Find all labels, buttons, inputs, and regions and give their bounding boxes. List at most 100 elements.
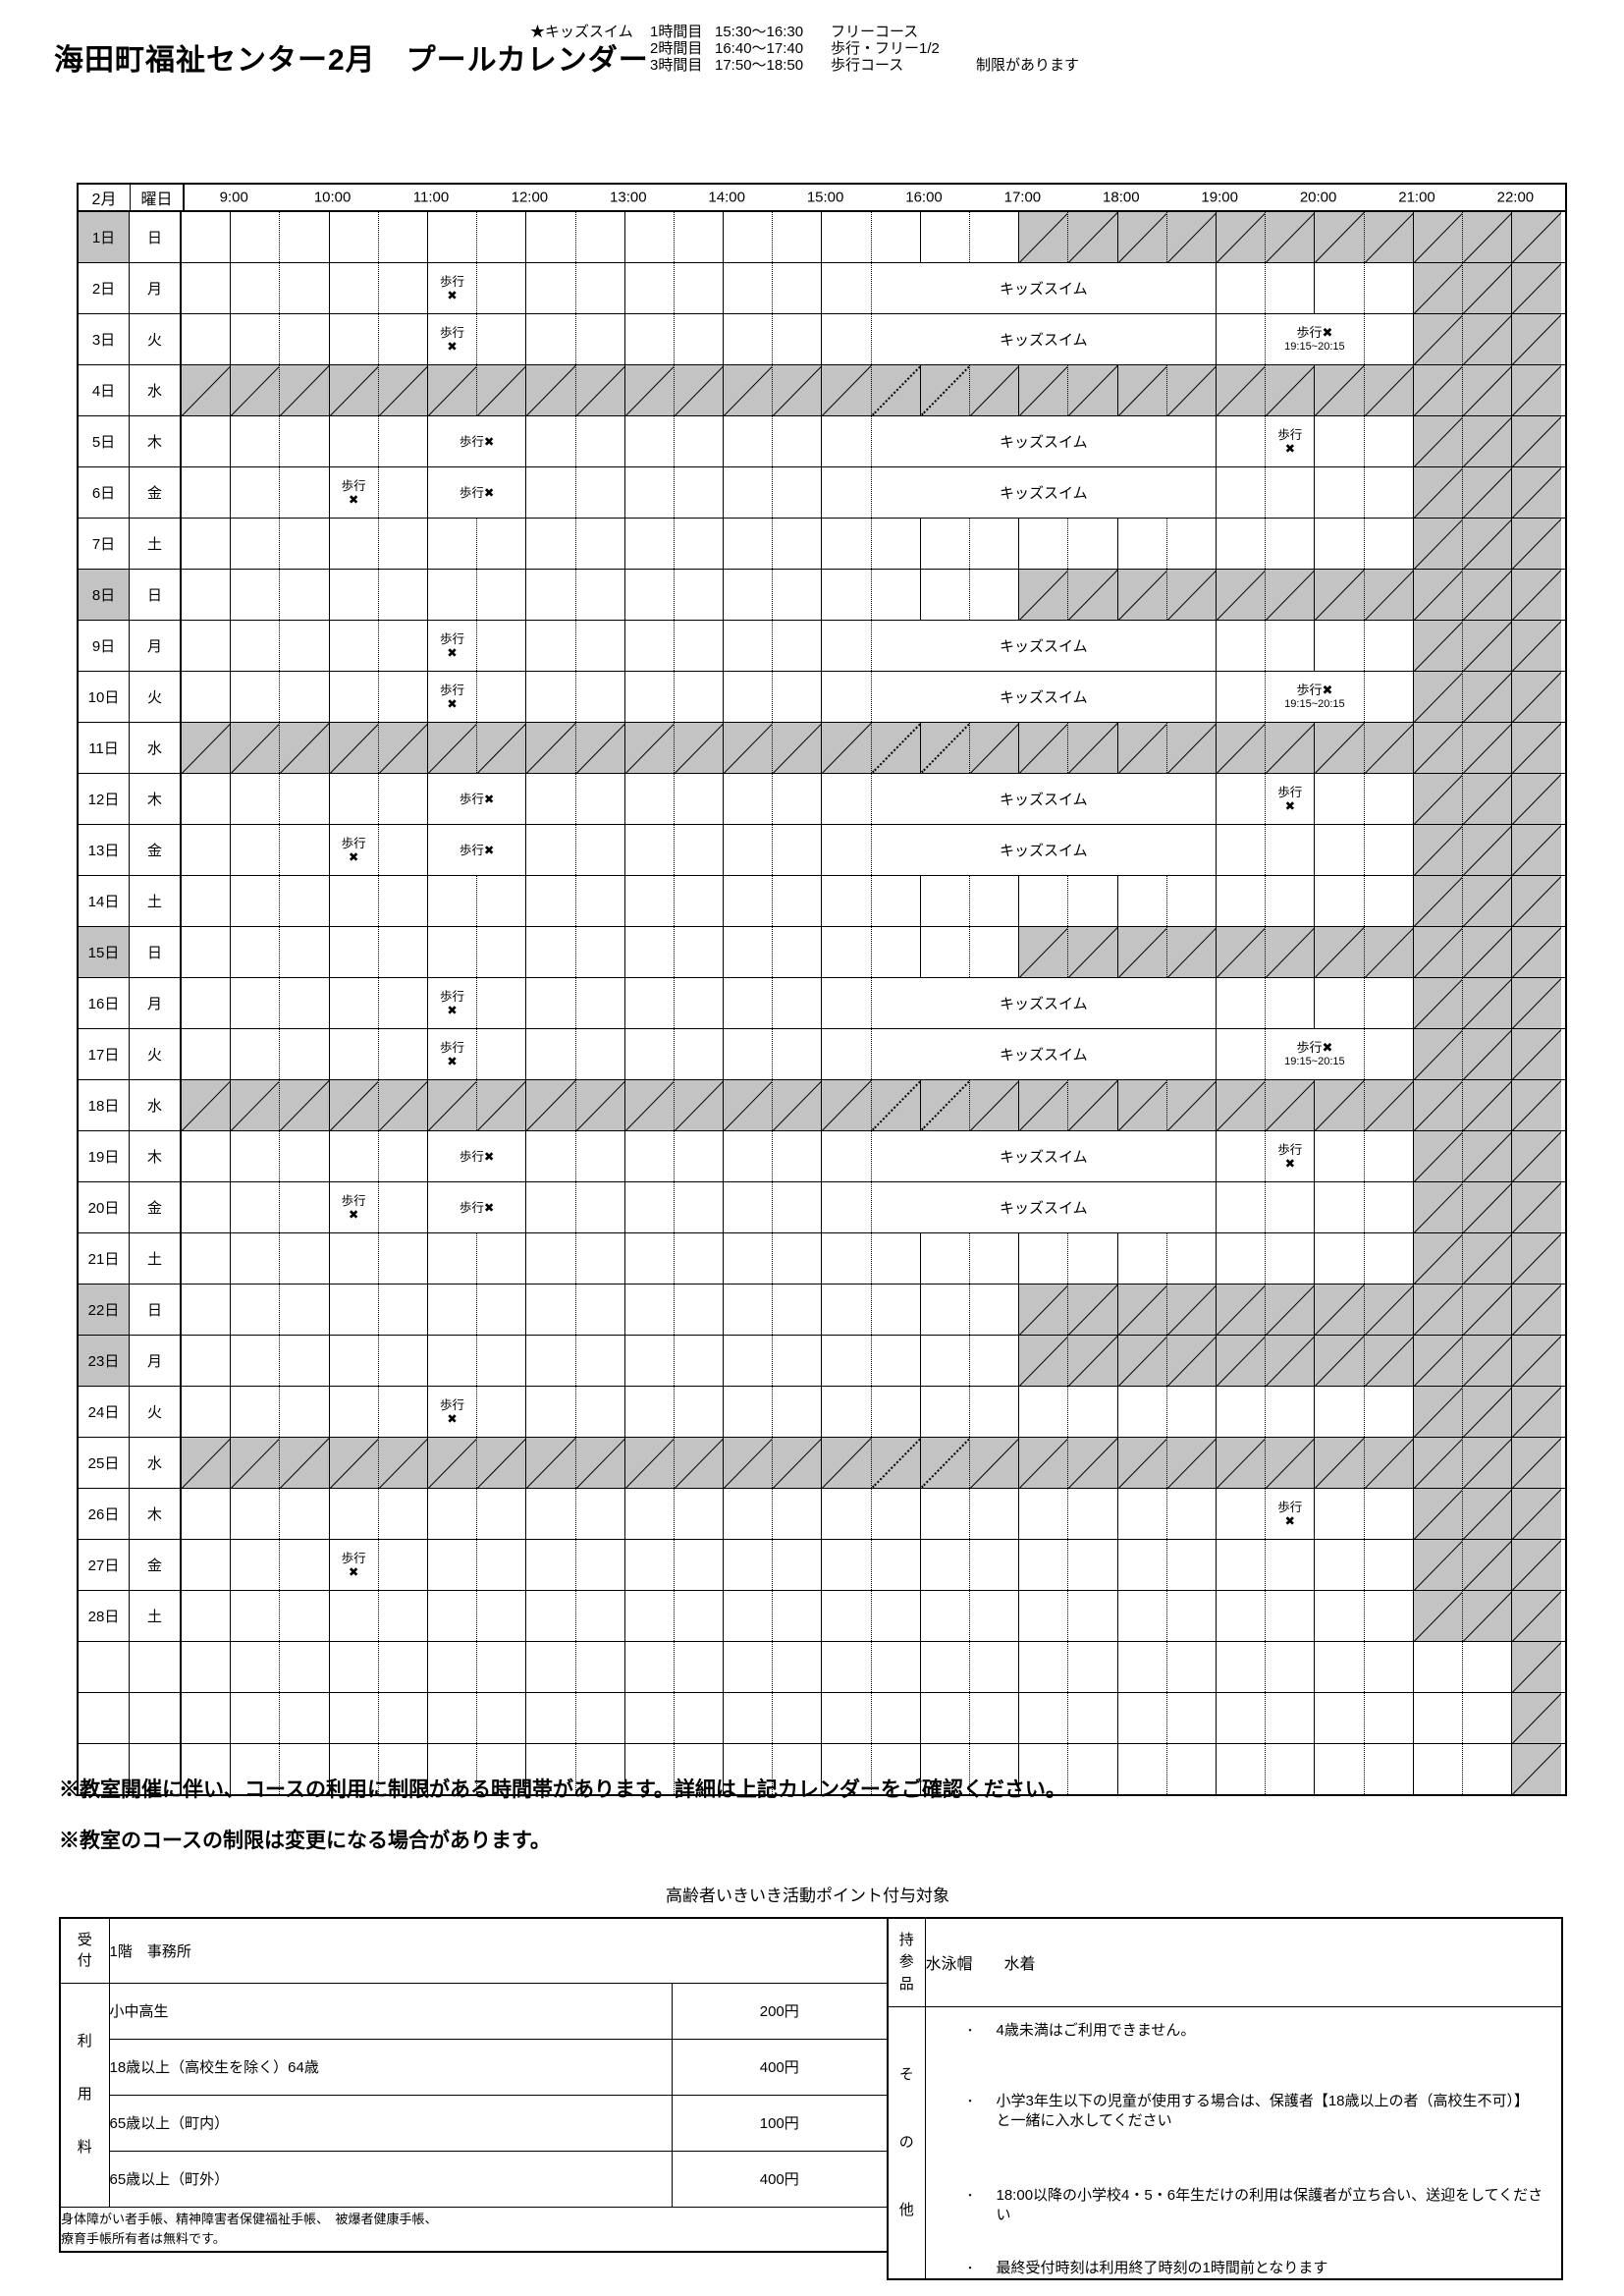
calendar-row: 4日水	[79, 365, 1565, 416]
closed-slot	[526, 1080, 576, 1130]
open-slot	[576, 1387, 625, 1437]
open-slot	[526, 876, 576, 926]
open-slot	[1365, 1642, 1414, 1692]
open-slot	[330, 1489, 379, 1539]
open-slot	[576, 1489, 625, 1539]
open-slot	[280, 621, 330, 671]
open-slot	[822, 416, 872, 466]
open-slot	[773, 1591, 823, 1641]
weekday-cell: 土	[130, 519, 182, 569]
closed-slot	[1512, 1591, 1562, 1641]
open-slot	[526, 621, 576, 671]
open-slot	[970, 570, 1020, 620]
open-slot	[428, 1591, 478, 1641]
open-slot	[724, 672, 774, 722]
calendar-row: 3日火 歩行 ✖ キッズスイム 歩行✖ 19:15~20:15	[79, 314, 1565, 365]
open-slot	[379, 1182, 428, 1232]
open-slot	[822, 1233, 872, 1284]
open-slot	[1217, 1642, 1267, 1692]
closed-slot	[1413, 212, 1463, 262]
walk-restriction-cell: 歩行✖	[428, 1131, 527, 1181]
open-slot	[526, 825, 576, 875]
legend-line: 2時間目 16:40～17:40 歩行・フリー1/2	[650, 40, 940, 57]
walk-restriction-cell: 歩行✖	[1266, 1489, 1316, 1539]
open-slot	[1068, 1591, 1118, 1641]
open-slot	[675, 672, 725, 722]
day-cell: 21日	[79, 1233, 130, 1284]
closed-slot	[1117, 1336, 1167, 1386]
closed-slot	[1462, 672, 1513, 722]
open-slot	[182, 1693, 232, 1743]
open-slot	[379, 927, 428, 977]
closed-slot	[1413, 825, 1463, 875]
closed-slot	[1462, 978, 1513, 1028]
closed-slot	[1413, 1182, 1463, 1232]
legend-prefix: ★キッズスイム	[530, 24, 633, 40]
open-slot	[1365, 876, 1414, 926]
open-slot	[1315, 825, 1365, 875]
closed-slot	[231, 723, 281, 773]
closed-slot	[280, 1438, 330, 1488]
closed-slot	[1413, 723, 1463, 773]
closed-slot	[1019, 927, 1069, 977]
calendar-row: 7日土	[79, 519, 1565, 570]
open-slot	[182, 927, 232, 977]
open-slot	[1315, 467, 1365, 518]
calendar-row: 2日月 歩行 ✖ キッズスイム	[79, 263, 1565, 314]
open-slot	[1068, 876, 1118, 926]
time-label: 16:00	[905, 189, 943, 206]
open-slot	[1315, 876, 1365, 926]
time-label: 19:00	[1201, 189, 1238, 206]
closed-slot	[1166, 723, 1217, 773]
open-slot	[1365, 1387, 1414, 1437]
open-slot	[872, 570, 921, 620]
open-slot	[280, 519, 330, 569]
open-slot	[182, 467, 232, 518]
closed-slot	[231, 365, 281, 415]
closed-slot	[1266, 927, 1316, 977]
open-slot	[280, 1693, 330, 1743]
open-slot	[625, 1131, 675, 1181]
closed-slot	[1068, 1285, 1118, 1335]
closed-slot	[822, 1080, 872, 1130]
calendar-row: 13日金 歩行 ✖ 歩行✖ キッズスイム	[79, 825, 1565, 876]
open-slot	[675, 1131, 725, 1181]
open-slot	[625, 1693, 675, 1743]
open-slot	[330, 1131, 379, 1181]
open-slot	[773, 263, 823, 313]
change-note: ※教室のコースの制限は変更になる場合があります。	[59, 1830, 551, 1852]
open-slot	[182, 621, 232, 671]
open-slot	[724, 1182, 774, 1232]
day-cell: 18日	[79, 1080, 130, 1130]
kids-swim-cell: キッズスイム	[872, 978, 1218, 1028]
open-slot	[280, 1489, 330, 1539]
closed-slot	[427, 1080, 478, 1130]
open-slot	[724, 876, 774, 926]
time-label: 12:00	[511, 189, 549, 206]
day-cell: 8日	[79, 570, 130, 620]
open-slot	[822, 1131, 872, 1181]
walk-restriction-cell: 歩行✖	[428, 1387, 478, 1437]
open-slot	[379, 1591, 428, 1641]
closed-slot	[1512, 570, 1562, 620]
open-slot	[773, 1233, 823, 1284]
weekday-cell: 水	[130, 365, 182, 415]
open-slot	[1315, 1182, 1365, 1232]
closed-slot	[378, 723, 428, 773]
weekday-cell	[130, 1693, 182, 1743]
open-slot	[477, 927, 527, 977]
closed-slot	[1462, 212, 1513, 262]
weekday-cell: 月	[130, 1336, 182, 1386]
open-slot	[526, 314, 576, 364]
closed-slot	[1413, 365, 1463, 415]
walk-restriction-cell: 歩行✖	[1266, 774, 1316, 824]
closed-slot	[1413, 1591, 1463, 1641]
open-slot	[773, 1540, 823, 1590]
open-slot	[822, 876, 872, 926]
open-slot	[822, 467, 872, 518]
closed-slot	[1512, 978, 1562, 1028]
closed-slot	[231, 1080, 281, 1130]
walk-restriction-cell: 歩行✖	[330, 1540, 379, 1590]
open-slot	[1118, 1591, 1167, 1641]
closed-slot	[1166, 1285, 1217, 1335]
